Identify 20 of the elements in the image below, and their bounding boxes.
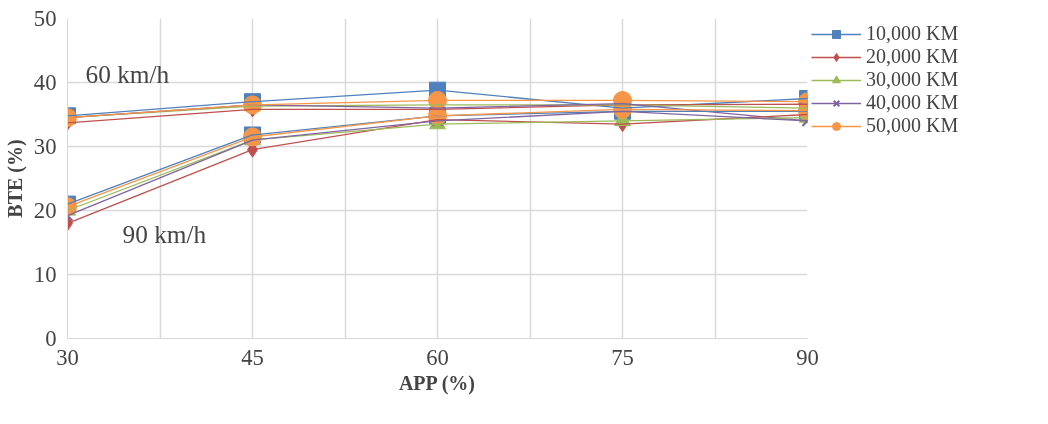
x-tick-label: 45 (241, 344, 264, 370)
x-tick-label: 60 (426, 344, 449, 370)
legend-label: 10,000 KM (866, 22, 959, 45)
y-tick-label: 40 (33, 70, 57, 95)
annotation: 60 km/h (85, 59, 170, 88)
y-tick-label: 20 (33, 198, 57, 223)
legend-label: 40,000 KM (866, 91, 959, 114)
y-tick-label: 30 (33, 134, 57, 159)
y-tick-label: 10 (33, 262, 57, 287)
annotation: 90 km/h (122, 219, 207, 248)
legend-label: 20,000 KM (866, 45, 959, 68)
x-tick-label: 90 (796, 344, 819, 370)
y-axis-title: BTE (%) (3, 139, 27, 218)
legend-label: 30,000 KM (866, 68, 959, 91)
y-tick-label: 50 (33, 6, 57, 31)
x-axis-title: APP (%) (398, 371, 475, 395)
x-tick-label: 75 (611, 344, 634, 370)
legend-label: 50,000 KM (866, 114, 959, 137)
y-tick-label: 0 (45, 326, 57, 351)
x-tick-label: 30 (56, 344, 79, 370)
